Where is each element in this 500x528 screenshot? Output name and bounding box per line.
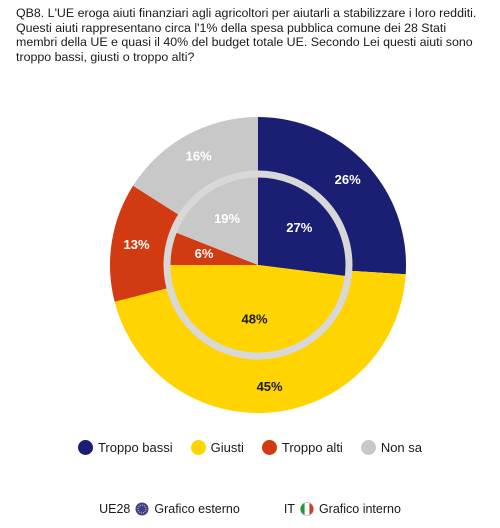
slice-labels: 26% 45% 13% 16% 27% 48% 6% 19% <box>123 149 361 394</box>
legend-swatch <box>261 440 277 455</box>
inner-slice-troppo-bassi <box>258 173 351 277</box>
outer-slice-non-sa <box>133 117 258 216</box>
legend-item-troppo-alti: Troppo alti <box>261 440 343 455</box>
ring-key-inner-prefix: IT <box>283 502 295 516</box>
outer-slice-troppo-bassi <box>258 117 406 275</box>
italy-flag-icon <box>300 502 314 516</box>
legend-item-troppo-bassi: Troppo bassi <box>77 440 173 455</box>
inner-label-giusti: 48% <box>241 311 267 326</box>
outer-slice-troppo-alti <box>110 185 181 302</box>
legend-item-giusti: Giusti <box>190 440 244 455</box>
ring-key-inner-label: Grafico interno <box>318 502 401 516</box>
outer-ring-ue28 <box>110 117 406 414</box>
inner-label-troppo-alti: 6% <box>195 246 214 261</box>
inner-slice-troppo-alti <box>166 231 258 265</box>
legend-item-non-sa: Non sa <box>360 440 423 455</box>
outer-label-troppo-bassi: 26% <box>335 172 361 187</box>
legend-swatch <box>77 440 93 455</box>
ring-key-outer-prefix: UE28 <box>99 502 131 516</box>
legend-label: Non sa <box>380 440 423 455</box>
legend-label: Giusti <box>210 440 244 455</box>
inner-slice-non-sa <box>172 173 258 265</box>
question-text: QB8. L'UE eroga aiuti finanziari agli ag… <box>16 6 477 64</box>
outer-slice-giusti <box>114 270 406 414</box>
outer-label-non-sa: 16% <box>186 149 212 164</box>
ring-key: UE28 Grafico esterno IT Grafico interno <box>0 502 500 516</box>
ring-separator <box>163 170 353 360</box>
legend-label: Troppo bassi <box>97 440 173 455</box>
legend: Troppo bassi Giusti Troppo alti Non sa <box>0 440 500 455</box>
outer-label-troppo-alti: 13% <box>123 237 149 252</box>
inner-ring-it <box>163 170 353 360</box>
ring-key-outer-label: Grafico esterno <box>154 502 240 516</box>
inner-label-non-sa: 19% <box>214 211 240 226</box>
inner-label-troppo-bassi: 27% <box>286 220 312 235</box>
legend-swatch <box>190 440 206 455</box>
ring-key-inner: IT Grafico interno <box>284 502 401 516</box>
legend-label: Troppo alti <box>281 440 343 455</box>
ring-key-outer: UE28 Grafico esterno <box>99 502 240 516</box>
legend-swatch <box>360 440 376 455</box>
inner-slice-giusti <box>166 265 350 358</box>
eu-flag-icon <box>135 502 149 516</box>
outer-label-giusti: 45% <box>257 379 283 394</box>
